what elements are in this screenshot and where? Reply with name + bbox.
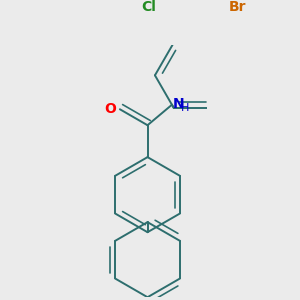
Text: N: N [173,97,184,111]
Text: H: H [181,103,189,113]
Text: Cl: Cl [141,0,156,14]
Text: Br: Br [229,0,247,14]
Text: O: O [104,102,116,116]
